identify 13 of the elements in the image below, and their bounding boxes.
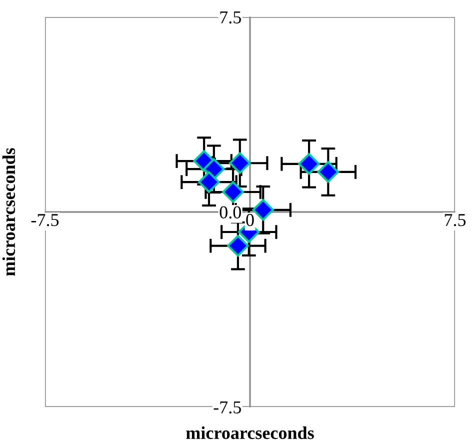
point	[298, 153, 320, 175]
point	[222, 181, 244, 203]
y-tick-label: 7.5	[220, 11, 241, 24]
x-axis-title: microarcseconds	[186, 426, 314, 440]
y-tick-label: -7.5	[214, 401, 241, 414]
x-tick-label: 0	[246, 214, 254, 226]
point	[252, 199, 274, 221]
point	[227, 234, 249, 257]
x-tick-label: -7.5	[31, 214, 59, 226]
y-tick-label: 0.0	[220, 206, 241, 219]
y-axis-title: microarcseconds	[2, 148, 16, 276]
point	[317, 161, 340, 183]
x-tick-label: 7.5	[444, 214, 466, 226]
